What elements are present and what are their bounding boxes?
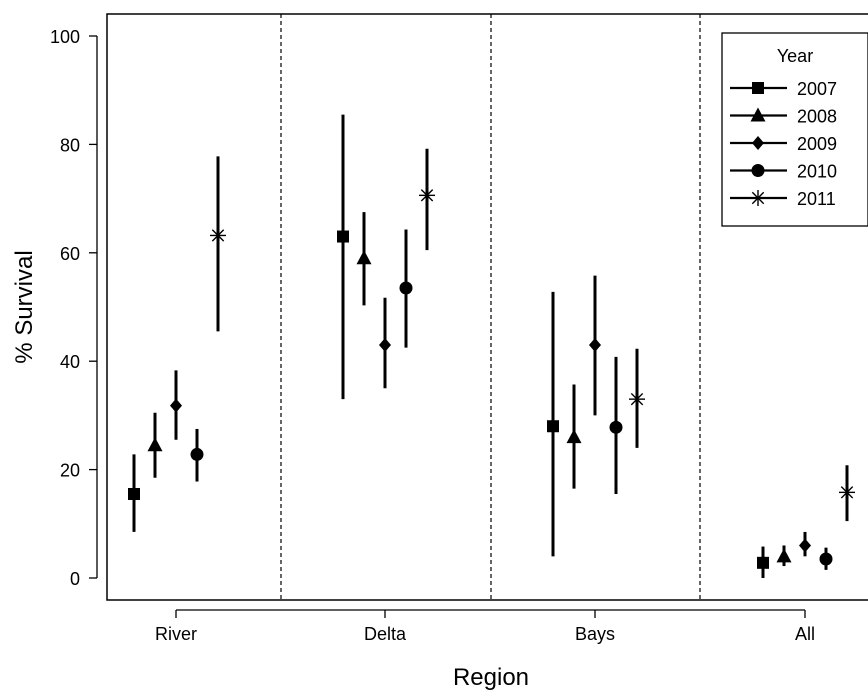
legend-title: Year (777, 46, 813, 66)
point-2011-bays (629, 391, 645, 408)
x-axis-title: Region (453, 664, 529, 691)
data-points (128, 187, 855, 569)
y-tick-label: 40 (60, 352, 80, 372)
point-2010-river (190, 447, 204, 461)
legend-item-2010: 2010 (730, 162, 837, 182)
legend-label: 2009 (797, 134, 837, 154)
legend-label: 2007 (797, 79, 837, 99)
point-2008-delta (356, 250, 372, 265)
x-tick-label: River (155, 624, 197, 644)
point-2009-river (170, 398, 182, 413)
point-2011-delta (419, 187, 435, 204)
legend-item-2009: 2009 (730, 134, 837, 154)
legend-item-2011: 2011 (730, 189, 836, 209)
y-axis: 0 20 40 60 80 100 (50, 27, 98, 589)
x-axis: River Delta Bays All (155, 609, 815, 644)
legend-item-2007: 2007 (730, 79, 837, 99)
point-2007-bays (547, 420, 559, 433)
legend-label: 2010 (797, 162, 837, 182)
legend-box (721, 32, 868, 227)
legend: Year 2007 2008 2009 2010 2011 (721, 32, 868, 227)
legend-item-2008: 2008 (730, 107, 837, 127)
y-tick-label: 100 (50, 27, 80, 47)
point-2008-bays (566, 429, 582, 444)
point-2009-bays (589, 337, 601, 352)
point-2010-all (819, 552, 833, 566)
point-2009-all (799, 538, 811, 553)
point-2007-delta (337, 230, 349, 243)
point-2007-all (757, 556, 769, 569)
point-2010-bays (609, 420, 623, 434)
plot-frame (106, 13, 868, 601)
legend-label: 2011 (797, 189, 836, 209)
legend-marker-circle (751, 164, 765, 177)
legend-items: 2007 2008 2009 2010 2011 (730, 79, 837, 209)
legend-marker-triangle (750, 107, 766, 122)
point-2008-river (147, 437, 163, 452)
y-tick-label: 0 (70, 569, 80, 589)
legend-label: 2008 (797, 107, 837, 127)
x-tick-label: Bays (575, 624, 615, 644)
x-tick-label: Delta (364, 624, 407, 644)
y-axis-title: % Survival (11, 250, 38, 363)
point-2009-delta (379, 337, 391, 352)
y-tick-label: 60 (60, 244, 80, 264)
y-tick-label: 80 (60, 135, 80, 155)
point-2008-all (776, 548, 792, 563)
legend-marker-asterisk (750, 190, 766, 206)
x-tick-label: All (795, 624, 815, 644)
point-2011-river (210, 227, 226, 244)
point-2010-delta (399, 281, 413, 295)
point-2007-river (128, 487, 140, 500)
legend-marker-diamond (752, 136, 764, 150)
legend-marker-square (752, 82, 764, 94)
point-2011-all (839, 484, 855, 501)
y-tick-label: 20 (60, 461, 80, 481)
